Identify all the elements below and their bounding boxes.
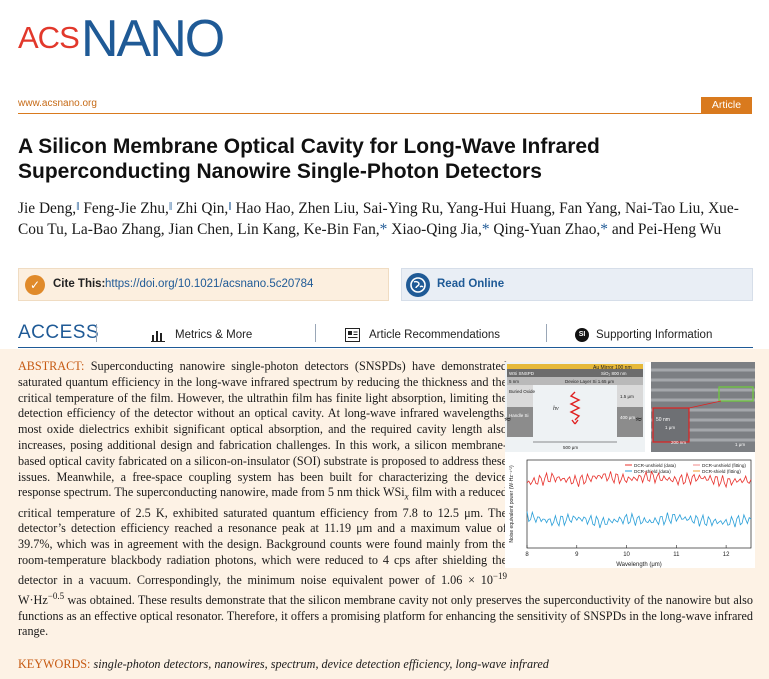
x-tick-label: 8 (525, 552, 529, 558)
sio2-label: SiO₂ 800 nm (601, 371, 627, 376)
wsi-label: WSi SNSPD (509, 371, 535, 376)
corresponding-author-mark: * (600, 221, 608, 238)
access-title: ACCESS (18, 322, 100, 343)
check-icon: ✓ (25, 275, 45, 295)
device-cross-section-diagram: Au Mirror 100 nm WSi SNSPD SiO₂ 800 nm 5… (504, 362, 645, 452)
author[interactable]: Xiao-Qing Jia, (391, 221, 482, 238)
wsi-thickness-label: 5 nm (509, 379, 519, 384)
handle-thickness-label: 400 μm (620, 415, 635, 420)
series-line-dcr-shield (526, 510, 752, 529)
legend-label: DCR-shield (fitting) (702, 469, 741, 474)
article-recommendations-link[interactable]: Article Recommendations (369, 329, 501, 341)
device-layer-label: Device Layer Si 1.65 μm (565, 379, 614, 384)
access-divider (18, 347, 753, 348)
abstract-text: ABSTRACT: Superconducting nanowire singl… (18, 359, 753, 639)
title-line-2: Superconducting Nanowire Single-Photon D… (18, 160, 542, 183)
supporting-info-icon: SI (575, 328, 589, 342)
au-mirror-label: Au Mirror 100 nm (593, 365, 632, 371)
metrics-link[interactable]: Metrics & More (175, 329, 253, 341)
legend-label: DCR-unshield (fitting) (702, 463, 746, 468)
legend-label: DCR-shield (data) (634, 469, 671, 474)
handle-si-label: Handle Si (509, 413, 529, 418)
legend-label: DCR-unshield (data) (634, 463, 676, 468)
x-tick-label: 9 (575, 552, 579, 558)
sem-width-label: 50 nm (656, 417, 670, 423)
author-affiliation-mark: ‖ (76, 199, 80, 213)
sem-scale-label: 1 μm (735, 442, 745, 447)
width-label: 500 μm (563, 445, 578, 450)
nep-spectrum-chart: DCR-unshield (data) DCR-shield (data) DCR-… (505, 458, 755, 568)
author[interactable]: and Pei-Heng Wu (611, 221, 722, 238)
keywords-text: single-photon detectors, nanowires, spec… (93, 657, 549, 671)
cite-this-box: ✓ Cite This: https://doi.org/10.1021/acs… (18, 268, 389, 301)
journal-url[interactable]: www.acsnano.org (18, 98, 97, 109)
title-line-1: A Silicon Membrane Optical Cavity for Lo… (18, 135, 600, 158)
doi-link[interactable]: https://doi.org/10.1021/acsnano.5c20784 (105, 278, 314, 290)
corresponding-author-mark: * (379, 221, 388, 238)
keywords-line: KEYWORDS: single-photon detectors, nanow… (18, 657, 753, 672)
author[interactable]: Qing-Yuan Zhao, (493, 221, 601, 238)
author-affiliation-mark: ‖ (168, 199, 173, 213)
logo-acs-text: ACS (18, 20, 80, 55)
photon-label: hν (553, 406, 559, 412)
divider (96, 324, 97, 342)
x-tick-label: 12 (723, 552, 730, 558)
layer-thickness-label: 1.5 μm (620, 394, 634, 399)
series-line-dcr-unshield (526, 470, 752, 489)
read-online-button[interactable]: Read Online (401, 268, 753, 301)
globe-icon (406, 273, 430, 297)
toc-graphic[interactable]: Au Mirror 100 nm WSi SNSPD SiO₂ 800 nm 5… (504, 362, 755, 568)
author[interactable]: Zhi Qin, (176, 200, 229, 217)
x-axis-label: Wavelength (μm) (616, 562, 662, 568)
cite-this-label: Cite This: (53, 278, 106, 290)
author[interactable]: Jie Deng, (18, 200, 77, 217)
abstract-label: ABSTRACT: (18, 359, 85, 373)
read-online-label: Read Online (437, 278, 505, 290)
svg-text:≈: ≈ (635, 415, 643, 425)
plot-frame (526, 459, 752, 549)
divider (546, 324, 547, 342)
author-affiliation-mark: ‖ (228, 199, 232, 213)
x-tick-label: 11 (673, 552, 680, 558)
article-title: A Silicon Membrane Optical Cavity for Lo… (18, 134, 752, 184)
article-list-icon (345, 328, 360, 342)
journal-logo[interactable]: ACS NANO (18, 8, 274, 80)
header-divider (18, 113, 752, 114)
sem-scale-label: 1 μm (665, 425, 675, 430)
corresponding-author-mark: * (481, 221, 490, 238)
keywords-label: KEYWORDS: (18, 657, 91, 671)
sem-image: 50 nm 1 μm 200 nm 1 μm (651, 362, 755, 452)
y-axis-label: Noise equivalent power (W·Hz⁻¹ᐟ²) (509, 465, 515, 543)
article-type-badge: Article (701, 97, 752, 113)
access-bar: ACCESS Metrics & More Article Recommenda… (18, 322, 753, 348)
svg-text:≈: ≈ (505, 415, 512, 425)
author[interactable]: Feng-Jie Zhu, (83, 200, 169, 217)
sem-scale-label: 200 nm (671, 440, 686, 445)
logo-nano-text: NANO (81, 10, 225, 68)
divider (315, 324, 316, 342)
buried-oxide-label: Buried Oxide (509, 389, 536, 394)
bar-chart-icon (151, 331, 165, 342)
author[interactable]: Hao Hao, Zhen Liu, Sai-Ying Ru, Yang-Hui… (18, 200, 739, 238)
supporting-information-link[interactable]: Supporting Information (596, 329, 713, 341)
x-tick-label: 10 (623, 552, 630, 558)
author-list: Jie Deng,‖ Feng-Jie Zhu,‖ Zhi Qin,‖ Hao … (18, 196, 754, 240)
